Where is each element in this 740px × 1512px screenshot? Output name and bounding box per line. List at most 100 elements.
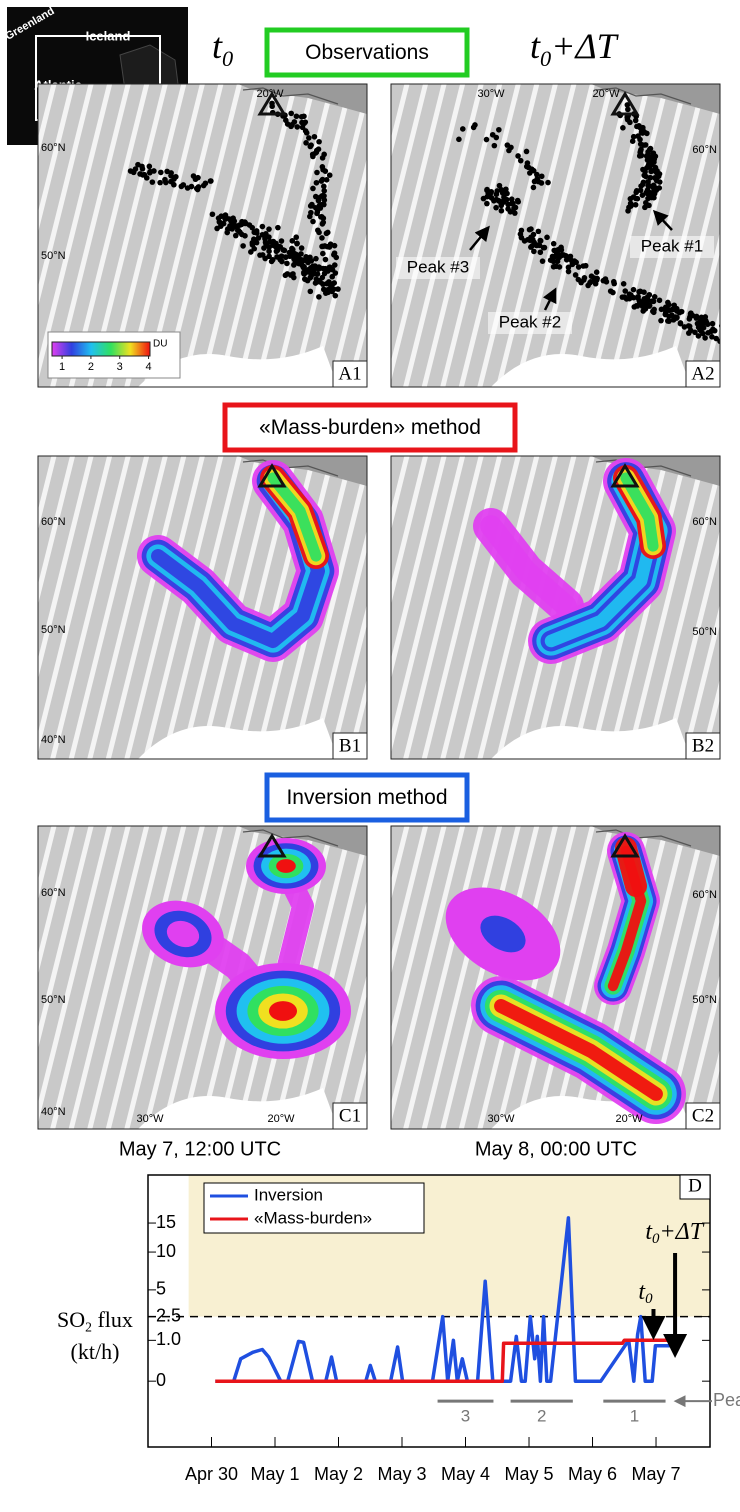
plume-dot <box>638 183 644 189</box>
peak-bg <box>396 257 480 279</box>
plume-dot <box>526 226 533 233</box>
plume-dot <box>242 233 248 239</box>
plume-dot <box>529 166 535 173</box>
colorbar-tick-label: 3 <box>117 361 123 373</box>
plume-dot <box>494 188 501 194</box>
section-title: «Mass-burden» method <box>259 416 481 439</box>
plume-dot <box>151 168 157 174</box>
plume-dot <box>544 234 550 241</box>
plume-dot <box>643 189 650 196</box>
peaks-label: Peaks <box>713 1390 740 1410</box>
plume-dot <box>600 277 607 284</box>
lon-label: 20°W <box>256 88 284 100</box>
plume-dot <box>641 172 647 179</box>
panel-label-box <box>685 1102 721 1130</box>
plume-dot <box>335 286 341 292</box>
plume-dot <box>316 229 322 236</box>
plume-dot <box>163 179 169 186</box>
plume-dot <box>636 153 643 159</box>
volcano <box>610 463 640 488</box>
no-data <box>138 1088 338 1129</box>
panel-label: C1 <box>339 1105 361 1126</box>
plume-dot <box>681 324 688 330</box>
y-tick-label: 15 <box>156 1212 176 1232</box>
no-data <box>138 346 338 387</box>
plume-dot <box>195 174 201 181</box>
plume-dot <box>631 304 638 310</box>
plume-dot <box>316 264 322 270</box>
plume-dot <box>262 236 268 242</box>
plume-dot <box>310 185 316 192</box>
time-label: t0+ΔT <box>530 26 620 71</box>
date-label: May 8, 00:00 UTC <box>475 1138 637 1160</box>
plume-dot <box>622 288 629 294</box>
plume-dot <box>632 201 639 208</box>
plume-dot <box>313 149 320 156</box>
plume-dot <box>331 242 338 249</box>
plume-dot <box>692 329 698 336</box>
plume-dot <box>331 280 338 286</box>
peak-arrow <box>469 225 490 251</box>
plume-dot <box>288 110 295 117</box>
section-title: Inversion method <box>286 786 447 809</box>
time-label-sub: 0 <box>222 46 233 71</box>
plume-dot <box>307 143 314 150</box>
plume-dot <box>506 147 512 154</box>
panel-label-box <box>685 732 721 760</box>
plume-dot <box>523 148 530 155</box>
plume-dot <box>538 180 545 186</box>
plume-dot <box>309 203 315 209</box>
plume-dot <box>578 279 584 286</box>
plume-dot <box>709 334 715 340</box>
plume-dot <box>319 193 325 199</box>
plume-dot <box>572 272 579 278</box>
plume-dot <box>298 245 305 251</box>
plume-dot <box>207 178 214 184</box>
plume-dot <box>673 305 680 312</box>
map-frame <box>37 83 368 388</box>
coast <box>242 829 339 847</box>
map-panel: 60°N 50°N B2 <box>390 455 721 760</box>
y-tick-label: 0 <box>156 1370 166 1390</box>
plume-dot <box>524 160 531 166</box>
map-area <box>391 826 720 1129</box>
plume-dot <box>319 221 326 227</box>
plume-dot <box>230 217 236 223</box>
plume-dot <box>540 244 547 251</box>
plume-dot <box>484 193 491 200</box>
plume-dot <box>512 204 519 211</box>
plume-dot <box>493 134 500 141</box>
plume-dot <box>180 182 187 188</box>
colorbar-tick-label: 1 <box>59 361 65 373</box>
plume-dot <box>266 226 272 232</box>
volcano <box>257 91 287 116</box>
plume-dot <box>695 333 702 339</box>
lat-label: 50°N <box>41 994 66 1006</box>
plume-dot <box>319 176 326 183</box>
plume-dot <box>319 164 326 170</box>
plume-dot <box>710 326 716 333</box>
plume-dot <box>593 269 600 275</box>
plume-dot <box>632 117 639 124</box>
plume-dot <box>284 260 290 267</box>
plume-dot <box>642 296 648 303</box>
map-bg <box>391 84 720 387</box>
lon-label: 20°W <box>615 1113 643 1125</box>
lon-label: 30°W <box>136 1113 164 1125</box>
date-label: May 7, 12:00 UTC <box>119 1138 281 1160</box>
map-panel: 60°N 50°N 40°N B1 <box>37 455 368 760</box>
plume-dot <box>646 291 653 298</box>
plume-dot <box>530 184 537 191</box>
plume-dot <box>575 264 582 270</box>
plume-dot <box>673 315 680 321</box>
x-tick-label: May 1 <box>250 1464 299 1484</box>
plume-dot <box>521 238 528 244</box>
plume-dot <box>259 223 266 230</box>
plume-dot <box>658 317 664 324</box>
plume-dot <box>316 294 322 300</box>
plume-dot <box>200 182 207 189</box>
plume-dot <box>554 250 561 257</box>
plume-dot <box>702 335 708 341</box>
panel-label-box <box>332 1102 368 1130</box>
plume-dot <box>319 235 325 241</box>
